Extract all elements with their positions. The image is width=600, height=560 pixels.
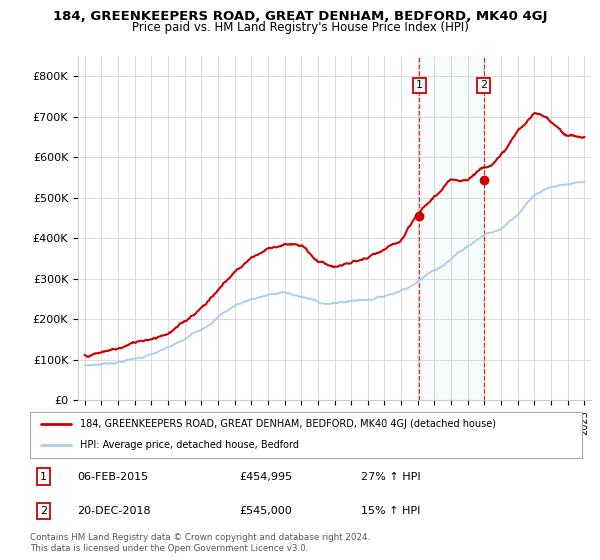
Text: Price paid vs. HM Land Registry's House Price Index (HPI): Price paid vs. HM Land Registry's House … [131,21,469,34]
Text: £545,000: £545,000 [240,506,293,516]
Text: 15% ↑ HPI: 15% ↑ HPI [361,506,421,516]
Text: 06-FEB-2015: 06-FEB-2015 [77,472,148,482]
Text: 20-DEC-2018: 20-DEC-2018 [77,506,151,516]
Text: £454,995: £454,995 [240,472,293,482]
Text: 2: 2 [480,80,487,90]
Text: 184, GREENKEEPERS ROAD, GREAT DENHAM, BEDFORD, MK40 4GJ (detached house): 184, GREENKEEPERS ROAD, GREAT DENHAM, BE… [80,419,496,429]
Text: 2: 2 [40,506,47,516]
Text: Contains HM Land Registry data © Crown copyright and database right 2024.
This d: Contains HM Land Registry data © Crown c… [30,533,370,553]
Text: 184, GREENKEEPERS ROAD, GREAT DENHAM, BEDFORD, MK40 4GJ: 184, GREENKEEPERS ROAD, GREAT DENHAM, BE… [53,10,547,23]
Text: HPI: Average price, detached house, Bedford: HPI: Average price, detached house, Bedf… [80,440,299,450]
Text: 27% ↑ HPI: 27% ↑ HPI [361,472,421,482]
Bar [419,56,484,400]
Text: 1: 1 [416,80,423,90]
Text: 1: 1 [40,472,47,482]
